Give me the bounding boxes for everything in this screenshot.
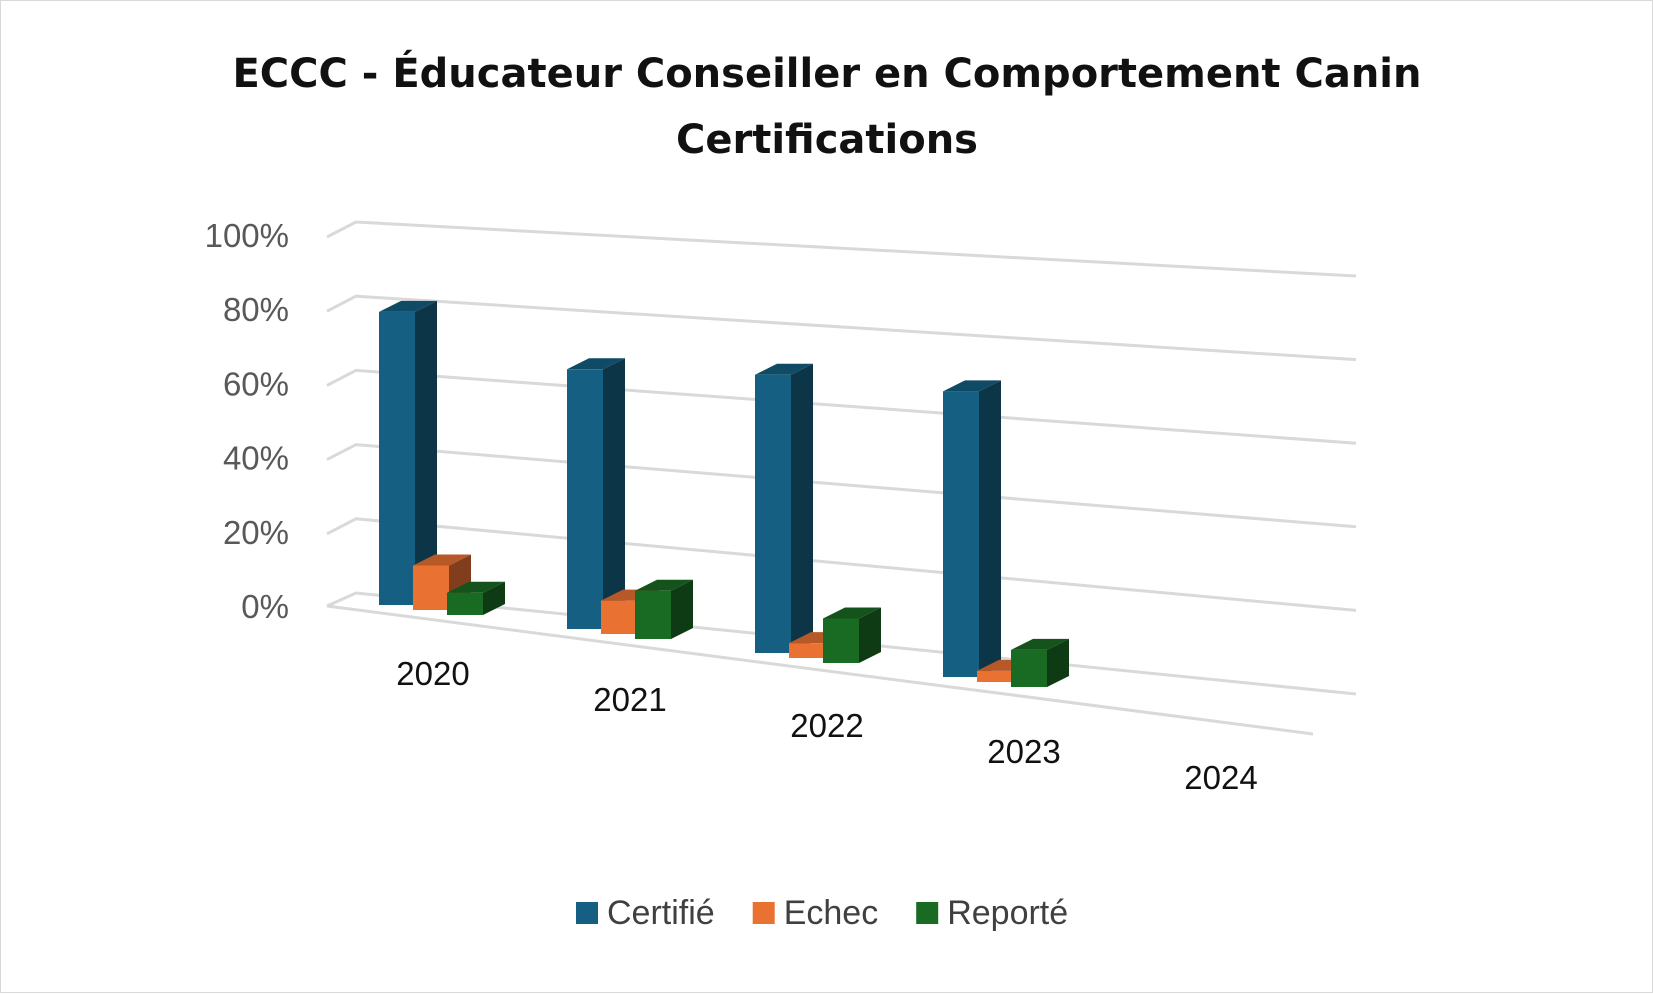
bar-top-face [447,581,505,593]
bar-Certifié-2023 [943,380,1001,677]
bar-side-face [979,380,1001,677]
bar-front-face [447,592,483,615]
bar-front-face [789,643,825,658]
bar-Reporté-2022 [823,607,881,663]
bar-top-face [379,300,437,312]
x-category-label: 2020 [396,655,469,692]
chart-title-line-1: ECCC - Éducateur Conseiller en Comportem… [232,49,1421,97]
bar-side-face [791,363,813,653]
bar-front-face [823,618,859,663]
bar-Certifié-2022 [755,363,813,653]
bar-front-face [943,391,979,677]
legend-swatch [916,902,939,924]
gridlines [326,220,1357,736]
legend: Certifié Echec Reporté [576,894,1068,932]
y-axis-tick-labels: 0% 20% 40% 60% 80% 100% [205,217,289,625]
bar-front-face [755,374,791,653]
bar-top-face [567,358,625,370]
y-tick-label: 20% [223,514,289,551]
x-category-label: 2023 [987,733,1060,770]
bar-front-face [635,590,671,639]
legend-item-Certifié: Certifié [576,894,715,932]
bar-Certifié-2020 [379,300,437,605]
bar-Reporté-2023 [1011,638,1069,687]
bar-top-face [635,579,693,591]
gridline-40pct [326,443,1357,529]
gridline-60pct [326,368,1357,445]
bar-front-face [379,311,415,605]
bar-side-face [859,607,881,663]
bar-side-face [603,358,625,629]
bar-front-face [601,600,637,634]
chart-title: ECCC - Éducateur Conseiller en Comportem… [232,49,1421,163]
bar-side-face [1047,638,1069,687]
bar-top-face [823,607,881,619]
y-tick-label: 100% [205,217,289,254]
bar-front-face [413,565,449,610]
legend-label: Reporté [947,894,1068,932]
bar-top-face [413,554,471,566]
gridline-20pct [326,517,1357,612]
bar-side-face [483,581,505,615]
bar-top-face [943,380,1001,392]
y-tick-label: 80% [223,291,289,328]
x-axis-category-labels: 2020 2021 2022 2023 2024 [396,655,1257,796]
legend-label: Echec [784,894,879,932]
bar-front-face [567,369,603,629]
legend-swatch [576,902,598,924]
legend-label: Certifié [607,894,715,932]
chart-title-line-2: Certifications [676,117,978,163]
gridline-80pct [326,294,1357,362]
bar-Certifié-2021 [567,358,625,629]
gridline-100pct [326,220,1357,278]
bars [379,300,1069,687]
bar-top-face [755,363,813,375]
bar-side-face [671,579,693,639]
bar-front-face [1011,649,1047,687]
y-tick-label: 40% [223,440,289,477]
legend-swatch [752,902,775,924]
y-tick-label: 60% [223,365,289,402]
bar-side-face [415,300,437,605]
legend-item-Reporté: Reporté [916,894,1068,932]
floor-front-edge [326,604,1314,736]
bar-front-face [977,670,1013,682]
x-category-label: 2022 [790,707,863,744]
bar-top-face [1011,638,1069,650]
y-tick-label: 0% [241,588,289,625]
x-category-label: 2024 [1184,759,1257,796]
bar-Reporté-2020 [447,581,505,615]
x-category-label: 2021 [593,681,666,718]
legend-item-Echec: Echec [752,894,879,932]
bar-Reporté-2021 [635,579,693,639]
